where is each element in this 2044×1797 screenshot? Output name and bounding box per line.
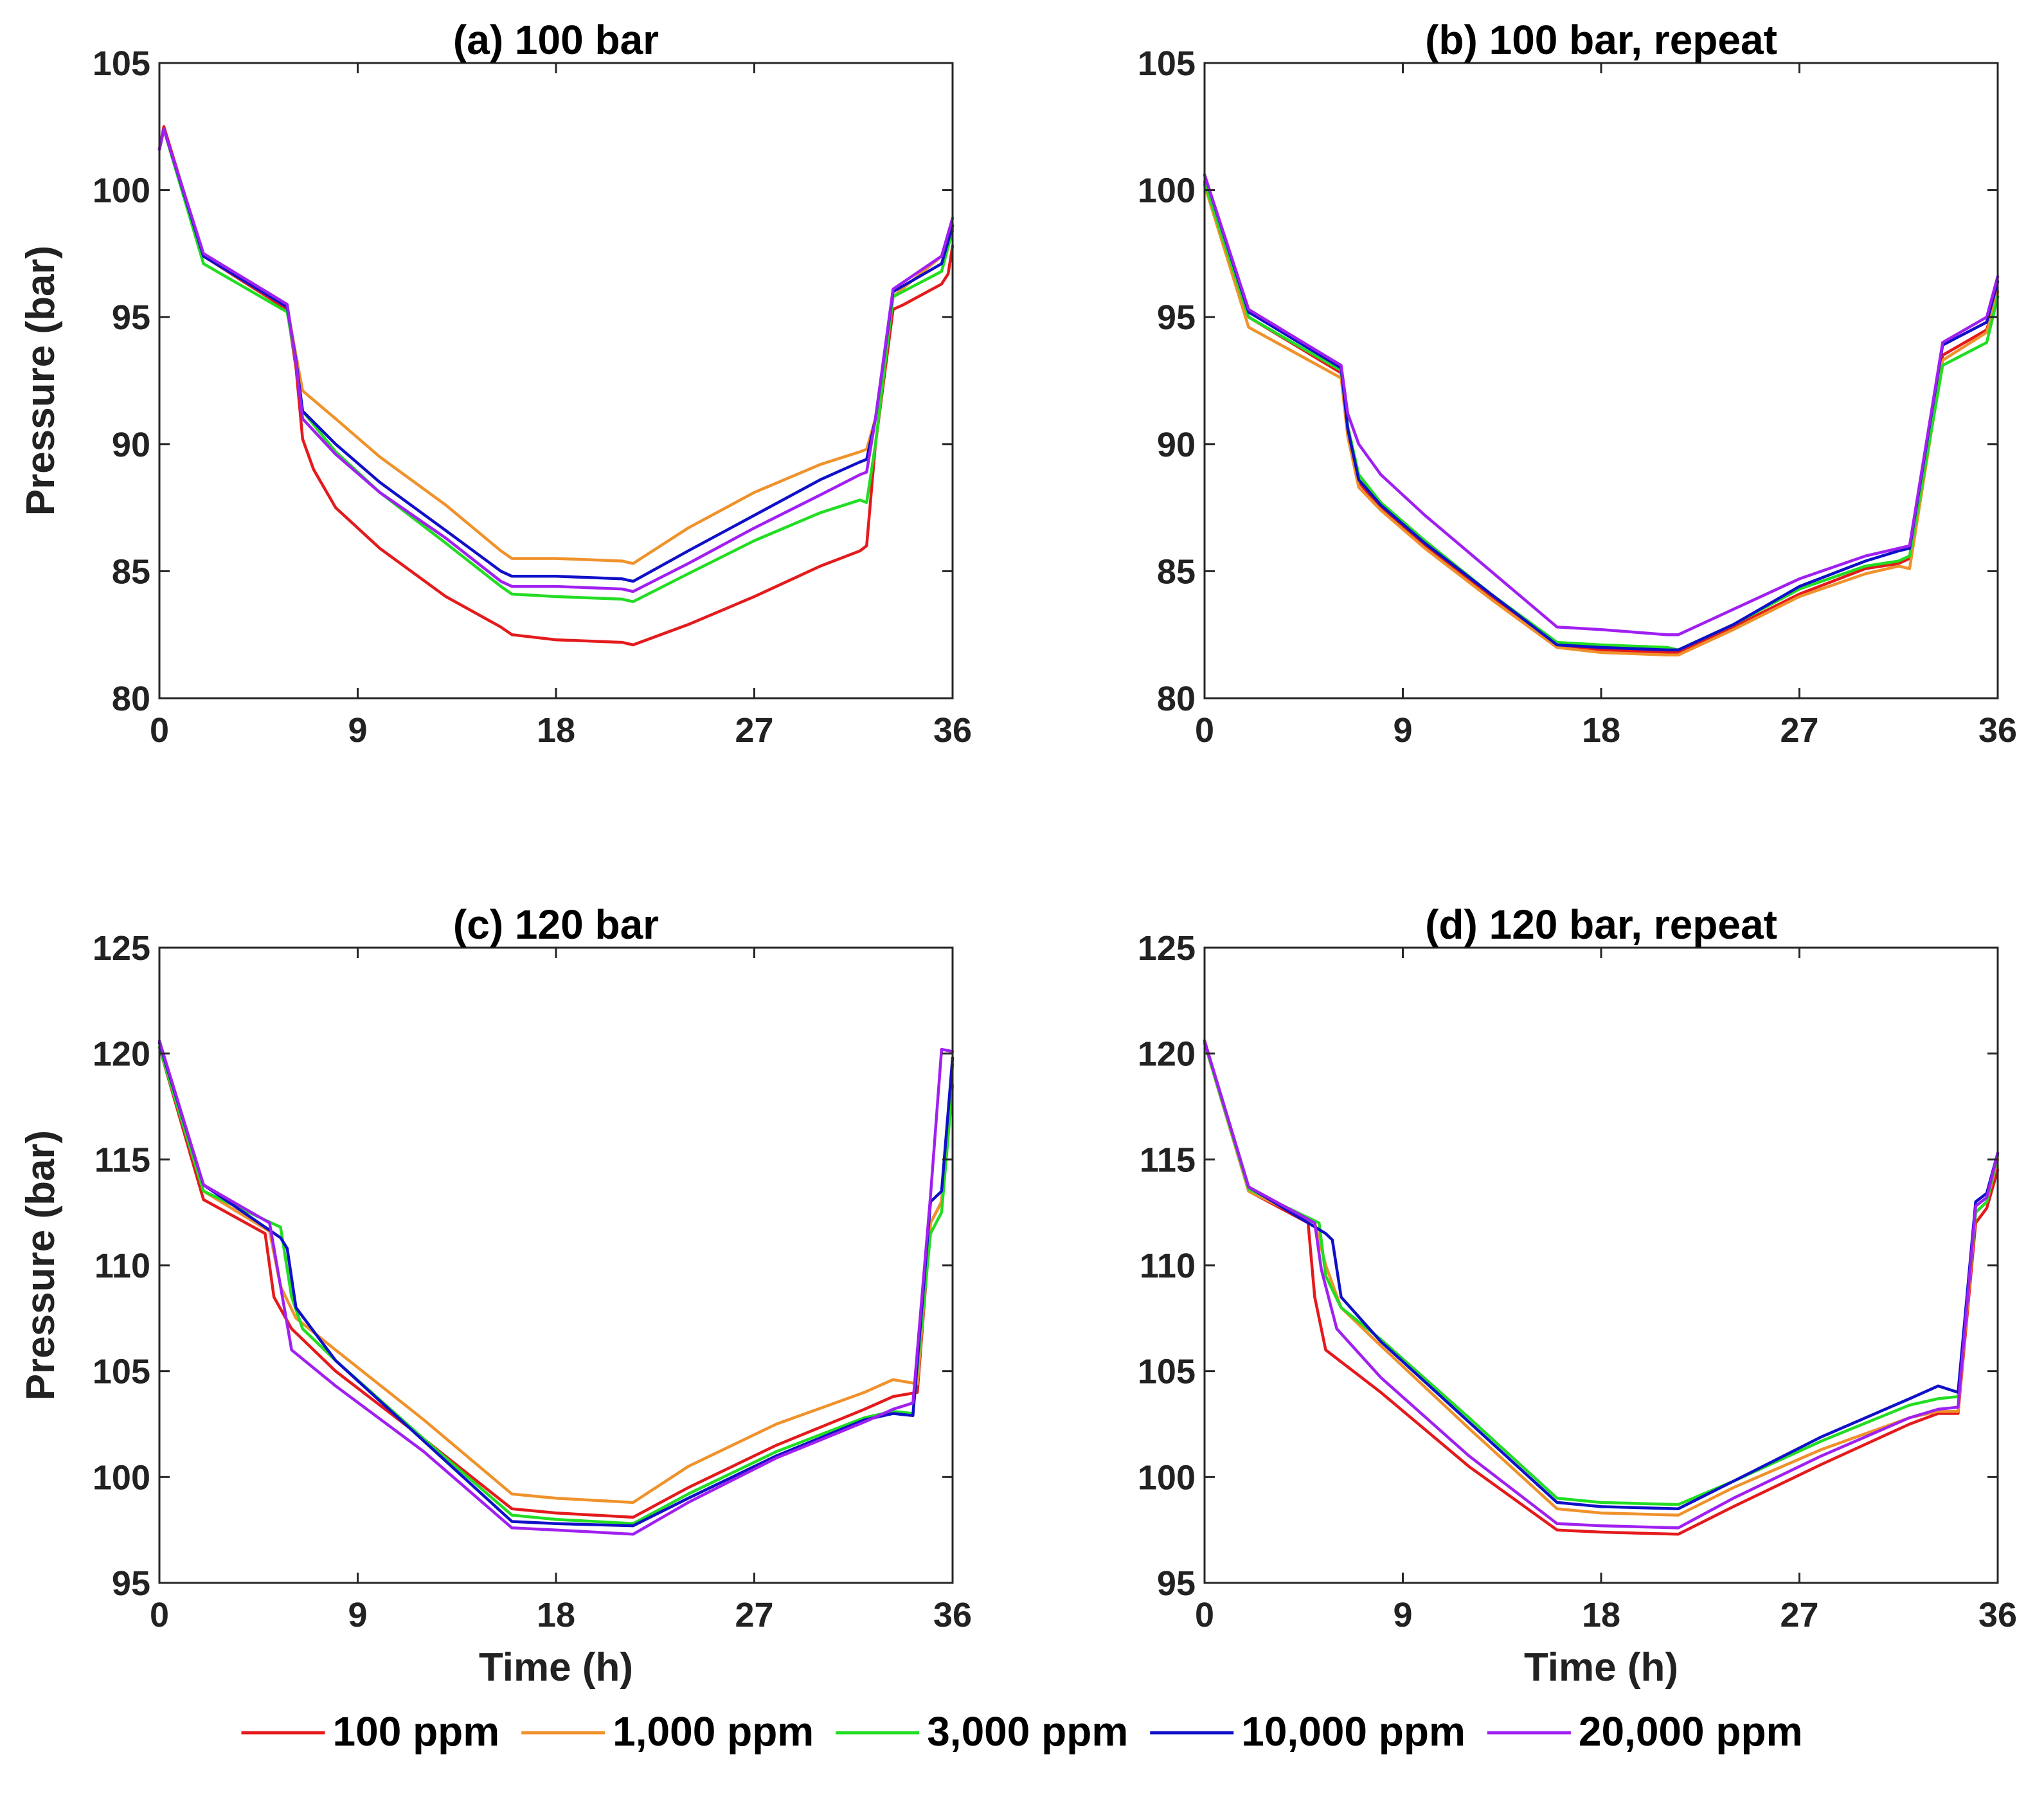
legend-label: 100 ppm <box>333 1708 500 1755</box>
legend-label: 10,000 ppm <box>1241 1708 1466 1755</box>
y-tick-label: 100 <box>1138 1458 1196 1497</box>
y-tick-label: 95 <box>112 298 150 337</box>
y-tick-label: 125 <box>1138 929 1196 968</box>
y-tick-label: 110 <box>94 1247 150 1285</box>
y-tick-label: 100 <box>93 1458 150 1497</box>
x-axis-label: Time (h) <box>1524 1645 1678 1690</box>
x-tick-label: 36 <box>933 711 972 750</box>
x-tick-label: 0 <box>1195 1596 1214 1634</box>
panel-a: 0 9 18 27 36 80 85 90 95 100 105 (a) 100 bar Pressur… <box>19 17 972 750</box>
panel-d: 0 9 18 27 36 95 100 105 110 115 120 125 (d) 120 bar,… <box>1138 901 2017 1690</box>
y-tick-label: 115 <box>94 1141 150 1179</box>
x-tick-label: 0 <box>150 711 169 750</box>
series-group <box>157 125 955 647</box>
series-group <box>157 1039 955 1536</box>
y-tick-label: 100 <box>1138 172 1196 210</box>
x-tick-label: 9 <box>348 1596 367 1634</box>
legend-item: 1,000 ppm <box>521 1708 814 1755</box>
x-tick-label: 36 <box>1978 1596 2017 1634</box>
chart-title: (a) 100 bar <box>453 17 659 63</box>
y-tick-label: 80 <box>1157 680 1196 718</box>
x-axis-label: Time (h) <box>479 1645 633 1690</box>
y-axis-label: Pressure (bar) <box>19 1130 63 1400</box>
x-tick-label: 9 <box>348 711 367 750</box>
y-tick-label: 95 <box>1157 1564 1196 1603</box>
series-group <box>1203 173 2000 657</box>
x-tick-label: 36 <box>1978 711 2017 750</box>
y-tick-label: 80 <box>112 680 150 718</box>
legend-label: 20,000 ppm <box>1579 1708 1803 1755</box>
legend-label: 3,000 ppm <box>927 1708 1128 1755</box>
x-tick-label: 27 <box>1780 1596 1818 1634</box>
series-line-1000ppm-ppm <box>1203 183 2000 657</box>
y-tick-label: 85 <box>1157 552 1196 591</box>
x-tick-label: 27 <box>735 711 773 750</box>
legend-item: 100 ppm <box>241 1708 500 1755</box>
x-tick-label: 18 <box>537 1596 575 1634</box>
y-tick-label: 120 <box>93 1035 150 1074</box>
x-tick-label: 27 <box>735 1596 773 1634</box>
panel-b: 0 9 18 27 36 80 85 90 95 100 105 (b) 100 bar, repea… <box>1138 17 2017 750</box>
y-axis-label: Pressure (bar) <box>19 246 63 516</box>
y-tick-label: 110 <box>1140 1247 1196 1285</box>
series-line-20000ppm-ppm <box>157 127 955 593</box>
x-tick-label: 18 <box>1582 711 1620 750</box>
chart-title: (c) 120 bar <box>453 901 659 948</box>
y-tick-label: 115 <box>1140 1141 1196 1179</box>
x-tick-label: 18 <box>1582 1596 1620 1634</box>
series-line-20000ppm-ppm <box>1203 1039 2000 1530</box>
y-tick-label: 105 <box>1138 44 1196 83</box>
series-group <box>1203 1039 2000 1536</box>
legend-label: 1,000 ppm <box>613 1708 814 1755</box>
y-tick-label: 105 <box>1138 1353 1196 1391</box>
chart-title: (b) 100 bar, repeat <box>1425 17 1777 63</box>
y-tick-label: 90 <box>112 426 150 464</box>
legend-item: 10,000 ppm <box>1150 1708 1466 1755</box>
series-line-20000ppm-ppm <box>1203 173 2000 637</box>
y-tick-label: 100 <box>93 172 150 210</box>
legend: 100 ppm 1,000 ppm 3,000 ppm 10,000 ppm 20,00… <box>241 1708 1803 1755</box>
series-line-10000ppm-ppm <box>1203 173 2000 652</box>
panel-c: 0 9 18 27 36 95 100 105 110 115 120 125 (c) 120 bar P… <box>19 901 972 1690</box>
x-tick-label: 18 <box>537 711 575 750</box>
y-tick-label: 95 <box>112 1564 150 1603</box>
legend-item: 3,000 ppm <box>836 1708 1128 1755</box>
x-tick-label: 9 <box>1393 1596 1412 1634</box>
y-tick-label: 120 <box>1138 1035 1196 1074</box>
x-tick-label: 9 <box>1393 711 1412 750</box>
y-tick-label: 95 <box>1157 298 1196 337</box>
x-tick-label: 36 <box>933 1596 972 1634</box>
chart-title: (d) 120 bar, repeat <box>1425 901 1777 948</box>
x-tick-label: 0 <box>150 1596 169 1634</box>
y-tick-label: 125 <box>93 929 150 968</box>
series-line-20000ppm-ppm <box>157 1039 955 1536</box>
y-tick-label: 105 <box>93 44 150 83</box>
y-tick-label: 90 <box>1157 426 1196 464</box>
legend-item: 20,000 ppm <box>1487 1708 1803 1755</box>
x-tick-label: 27 <box>1780 711 1818 750</box>
x-tick-label: 0 <box>1195 711 1214 750</box>
y-tick-label: 85 <box>112 552 150 591</box>
y-tick-label: 105 <box>93 1353 150 1391</box>
